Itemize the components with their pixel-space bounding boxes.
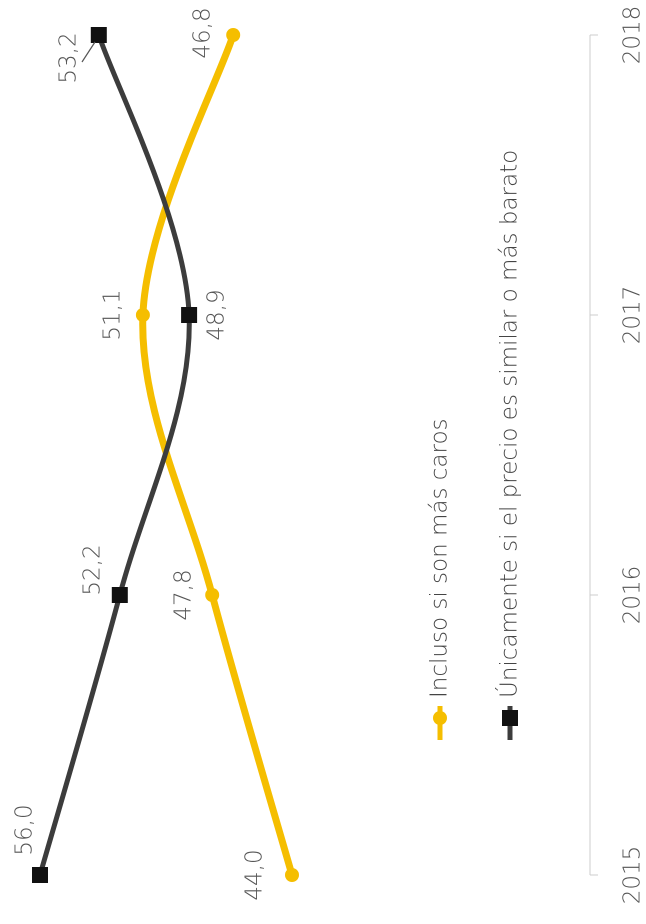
data-label: 51,1 [99,289,125,340]
x-tick-label: 2017 [620,286,646,345]
marker [32,867,48,883]
data-label: 53,2 [55,32,81,83]
legend-label: Únicamente si el precio es similar o más… [495,150,523,698]
legend-marker [502,710,518,726]
marker [181,307,198,323]
data-label: 52,2 [79,544,105,595]
x-tick-label: 2015 [620,846,646,905]
data-label: 47,8 [171,569,197,620]
data-label: 46,8 [190,7,216,58]
marker [226,28,241,42]
marker [285,868,299,882]
leader-line [81,41,96,63]
line [37,34,192,876]
marker [135,308,150,322]
legend-label: Incluso si son más caros [427,418,453,698]
marker [205,588,220,602]
x-tick-label: 2018 [620,6,646,65]
x-tick-label: 2016 [620,566,646,625]
data-label: 44,0 [242,849,268,900]
legend-marker [433,711,447,725]
data-label: 56,0 [12,804,38,855]
marker [111,587,128,603]
data-label: 48,9 [204,289,230,340]
marker [90,27,107,43]
